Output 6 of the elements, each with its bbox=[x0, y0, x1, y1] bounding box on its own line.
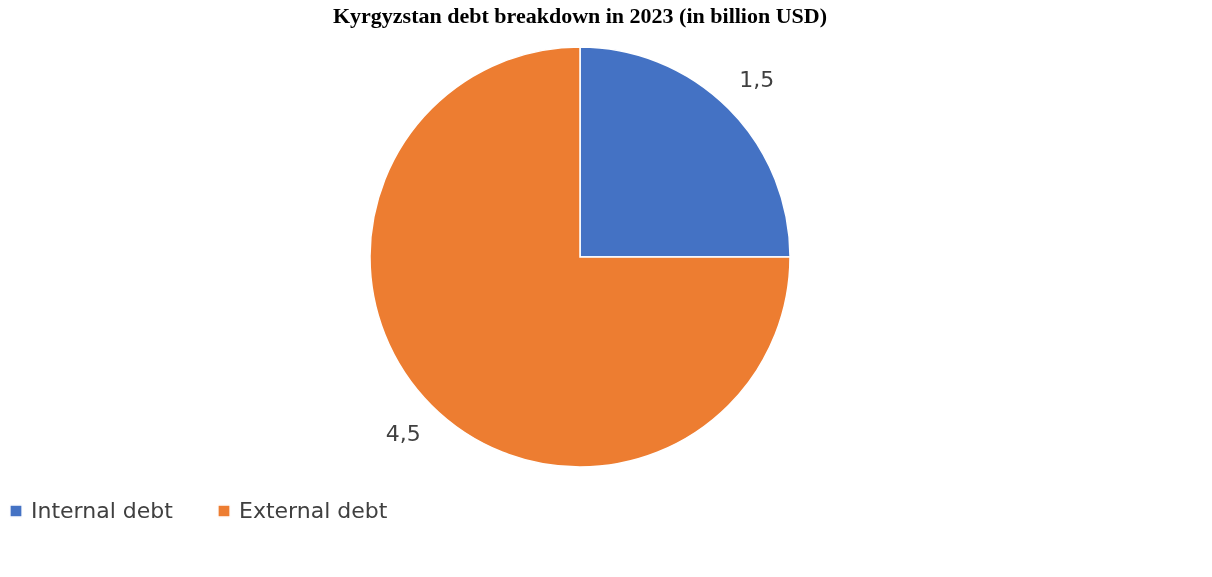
data-label: 1,5 bbox=[739, 67, 775, 93]
data-label: 4,5 bbox=[385, 420, 421, 446]
legend-label: Internal debt bbox=[31, 498, 174, 523]
pie-slice bbox=[369, 46, 791, 468]
chart-title: Kyrgyzstan debt breakdown in 2023 (in billion USD) bbox=[332, 3, 828, 28]
legend-label: External debt bbox=[239, 498, 388, 523]
